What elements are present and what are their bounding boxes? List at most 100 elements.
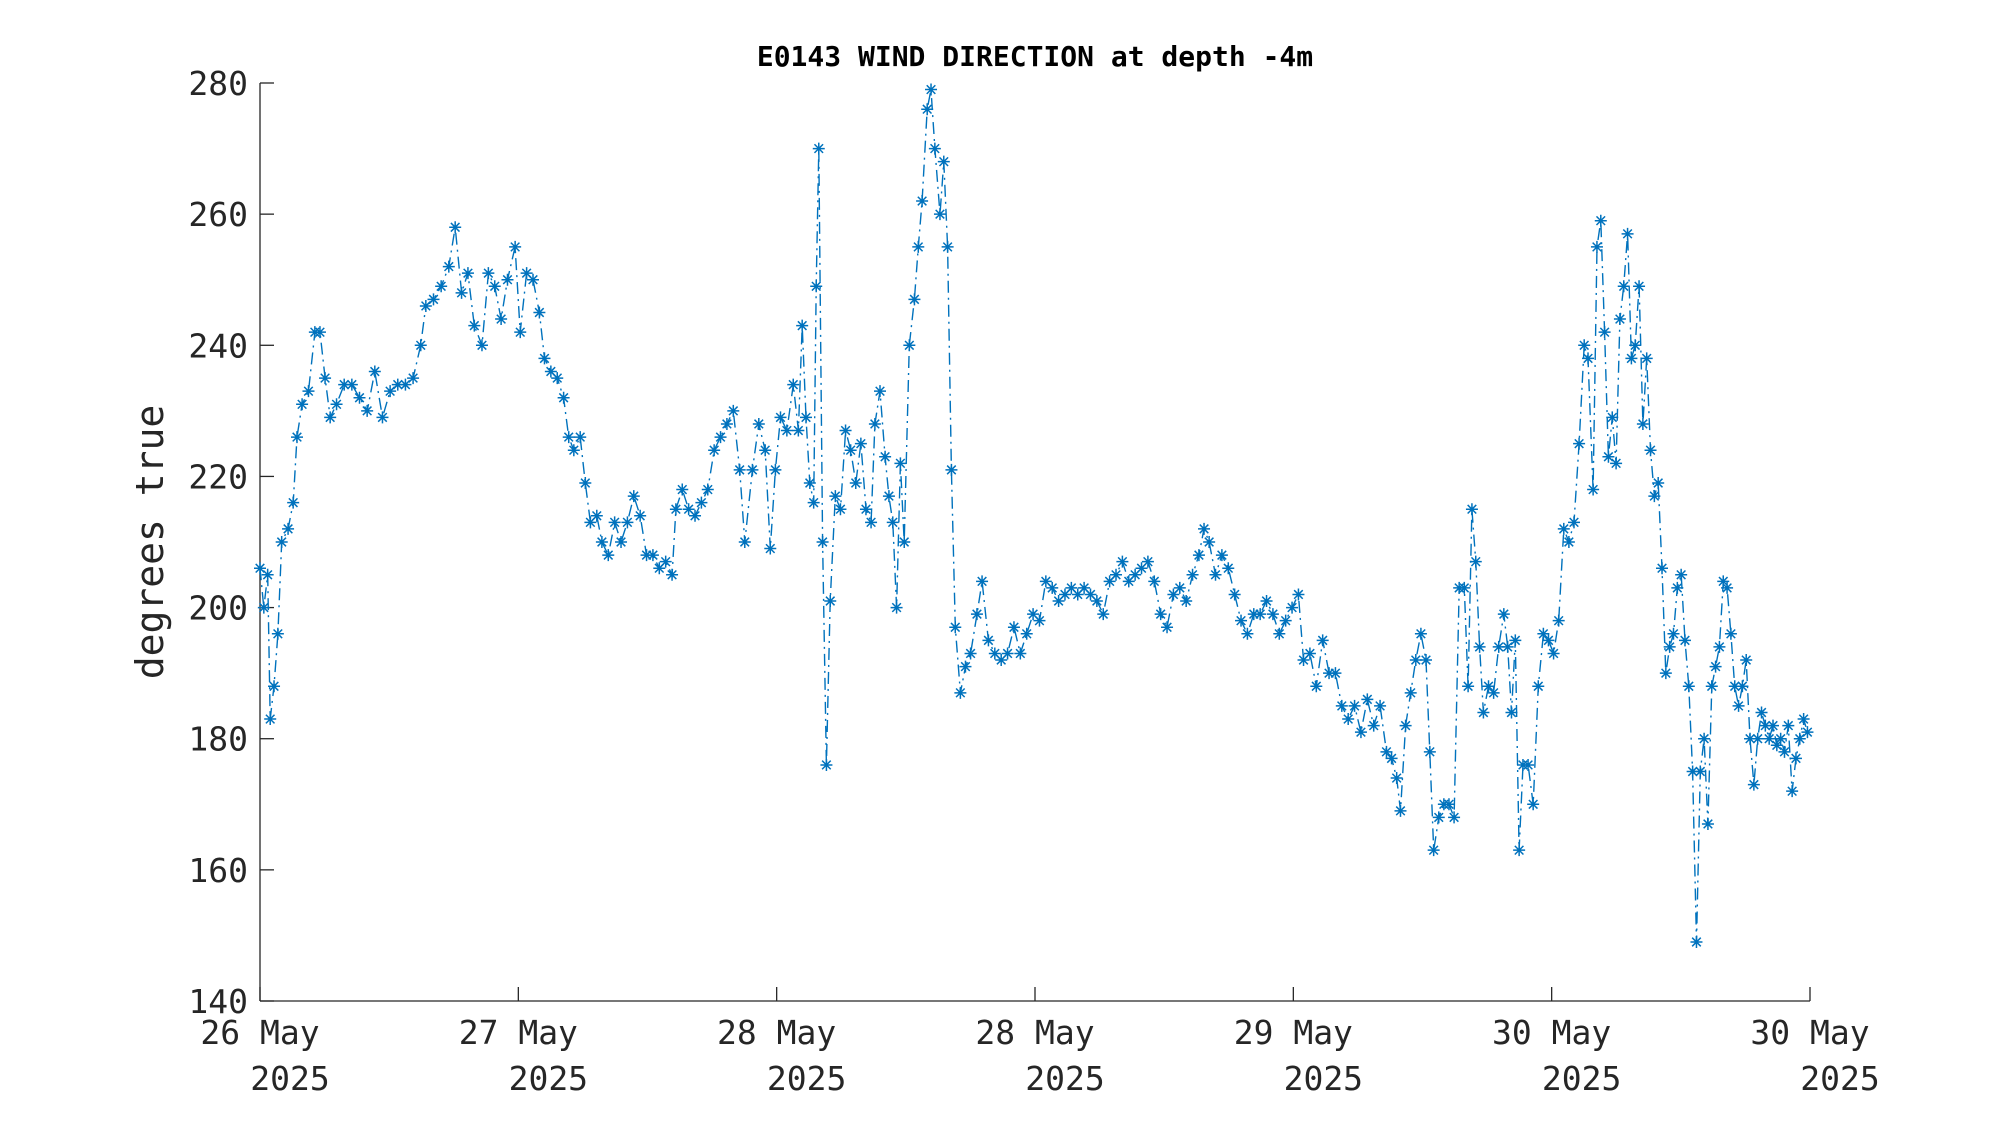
marker (1161, 621, 1174, 634)
marker (1423, 745, 1436, 758)
marker (1473, 640, 1486, 653)
marker (1001, 647, 1014, 660)
marker (1361, 693, 1374, 706)
marker (816, 536, 829, 548)
marker (1587, 483, 1600, 496)
marker (468, 319, 481, 332)
marker (894, 457, 907, 470)
marker (1606, 411, 1619, 424)
marker (1656, 562, 1669, 575)
marker (254, 562, 266, 575)
marker (1557, 522, 1570, 535)
marker (865, 516, 878, 529)
marker (752, 417, 765, 430)
marker (1747, 778, 1760, 791)
marker (898, 536, 911, 548)
marker (908, 293, 921, 306)
marker (579, 476, 592, 489)
marker (1442, 798, 1455, 811)
marker (353, 391, 366, 404)
marker (1180, 595, 1193, 608)
marker (1522, 758, 1535, 771)
marker (803, 476, 816, 489)
marker (538, 352, 551, 365)
marker (319, 372, 332, 385)
marker (1014, 647, 1027, 660)
marker (695, 496, 708, 509)
marker (682, 503, 695, 516)
marker (1547, 647, 1560, 660)
marker (520, 267, 533, 280)
marker (268, 680, 281, 693)
marker (1644, 444, 1657, 457)
marker (1228, 588, 1241, 601)
marker (1778, 745, 1791, 758)
marker (921, 103, 934, 116)
marker (792, 424, 805, 437)
marker (488, 280, 501, 293)
marker (959, 660, 972, 673)
marker (824, 595, 837, 608)
marker (1477, 706, 1490, 719)
marker (890, 601, 903, 614)
marker (1316, 634, 1329, 647)
x-tick-label: 28 May 2025 (717, 1013, 846, 1098)
marker (738, 536, 751, 548)
marker (1629, 339, 1642, 352)
marker (1793, 732, 1806, 745)
marker (1374, 699, 1387, 712)
marker (1465, 503, 1478, 516)
marker (257, 601, 270, 614)
marker (475, 339, 488, 352)
marker (1782, 719, 1795, 732)
marker (1260, 595, 1273, 608)
marker (1273, 627, 1286, 640)
marker (854, 437, 867, 450)
marker (1487, 686, 1500, 699)
marker (945, 463, 958, 476)
marker (849, 476, 862, 489)
marker (1186, 568, 1199, 581)
marker (982, 634, 995, 647)
marker (1135, 562, 1148, 575)
marker (1621, 227, 1634, 240)
marker (302, 385, 315, 398)
marker (1039, 575, 1052, 588)
marker (1713, 640, 1726, 653)
marker (720, 417, 733, 430)
marker (1652, 476, 1665, 489)
marker (1141, 555, 1154, 568)
y-tick-label: 240 (188, 326, 248, 365)
marker (313, 326, 326, 339)
marker (1266, 608, 1279, 621)
y-tick-label: 280 (188, 64, 248, 103)
marker (1497, 608, 1510, 621)
marker (282, 522, 295, 535)
marker (666, 568, 679, 581)
x-tick-label: 29 May 2025 (1234, 1013, 1363, 1098)
marker (874, 385, 886, 398)
marker (275, 536, 288, 548)
marker (1705, 680, 1718, 693)
marker (1659, 667, 1672, 680)
marker (646, 549, 659, 562)
marker (701, 483, 714, 496)
marker (1482, 680, 1495, 693)
marker (414, 339, 427, 352)
marker (1427, 844, 1440, 857)
x-tick-label: 26 May 2025 (200, 1013, 329, 1098)
marker (407, 372, 420, 385)
chart-title: E0143 WIND DIRECTION at depth -4m (757, 40, 1313, 73)
marker (807, 496, 820, 509)
marker (590, 509, 603, 522)
marker (544, 365, 557, 378)
marker (527, 273, 540, 286)
marker (399, 378, 412, 391)
marker (427, 293, 440, 306)
marker (495, 313, 508, 326)
marker (1046, 581, 1059, 594)
marker (574, 431, 587, 444)
marker (1728, 680, 1741, 693)
marker (868, 417, 881, 430)
series-line (259, 89, 1809, 943)
